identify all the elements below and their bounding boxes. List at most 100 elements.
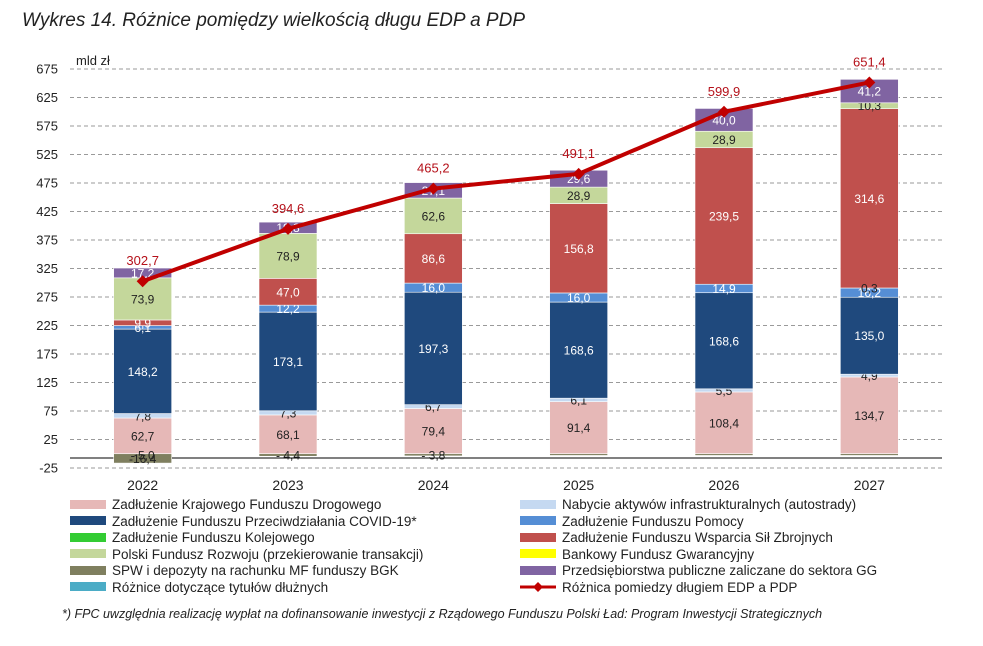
line-value-label: 491,1: [562, 146, 595, 161]
data-label: 314,6: [854, 192, 884, 206]
y-tick-label: 625: [36, 90, 58, 105]
line-point-marker: [863, 76, 876, 89]
bar-segment: [113, 328, 172, 414]
legend-swatch: [70, 499, 106, 509]
y-tick-label: 375: [36, 233, 58, 248]
legend-swatch: [520, 532, 556, 542]
y-unit-label: mld zł: [76, 53, 110, 68]
data-label: 16,0: [422, 281, 446, 295]
bar-segment: [694, 453, 754, 456]
legend-swatch: [70, 532, 106, 542]
legend-label: Przedsiębiorstwa publiczne zaliczane do …: [562, 563, 878, 578]
footnote: *) FPC uwzględnia realizację wypłat na d…: [62, 607, 823, 621]
legend-swatch: [70, 582, 106, 592]
legend-swatch: [520, 565, 556, 575]
legend-item: Bankowy Fundusz Gwarancyjny: [520, 547, 754, 563]
data-label: 0,3: [861, 281, 878, 295]
data-label: - 5,0: [131, 449, 155, 463]
legend-item: Różnica pomiedzy długiem EDP a PDP: [520, 580, 797, 596]
x-tick-label: 2022: [127, 477, 158, 493]
y-tick-label: -25: [39, 461, 58, 476]
data-label: 197,3: [418, 342, 448, 356]
legend-swatch: [70, 565, 106, 575]
data-label: 156,8: [564, 242, 594, 256]
y-tick-label: 125: [36, 375, 58, 390]
legend-label: SPW i depozyty na rachunku MF funduszy B…: [112, 563, 399, 578]
legend-swatch: [520, 549, 556, 559]
legend-item: Zadłużenie Krajowego Funduszu Drogowego: [70, 497, 381, 513]
line-value-label: 394,6: [272, 201, 305, 216]
y-tick-label: 475: [36, 176, 58, 191]
data-label: - 4,4: [276, 449, 300, 463]
data-label: 239,5: [709, 209, 739, 223]
legend-item: SPW i depozyty na rachunku MF funduszy B…: [70, 563, 399, 579]
bar-segment: [694, 391, 754, 455]
data-label: 12,2: [276, 302, 300, 316]
x-tick-label: 2025: [563, 477, 594, 493]
data-label: 108,4: [709, 416, 739, 430]
data-label: 62,7: [131, 429, 155, 443]
y-tick-label: 75: [44, 404, 58, 419]
bar-segment: [404, 453, 463, 457]
bar-segment: [258, 453, 318, 457]
legend-item: Zadłużenie Funduszu Pomocy: [520, 514, 744, 530]
line-series-edp-pdp: [141, 80, 870, 284]
bar-segment: [840, 376, 899, 455]
data-label: 168,6: [709, 334, 739, 348]
bar-segment: [258, 233, 318, 279]
data-label: 86,6: [422, 252, 446, 266]
data-label: 68,1: [276, 428, 300, 442]
bar-segment: [840, 296, 899, 375]
legend-line-swatch: [520, 581, 556, 592]
legend-item: Przedsiębiorstwa publiczne zaliczane do …: [520, 563, 877, 579]
legend-swatch: [70, 516, 106, 526]
legend-item: Różnice dotyczące tytułów dłużnych: [70, 580, 328, 596]
legend-label: Bankowy Fundusz Gwarancyjny: [562, 546, 755, 562]
data-label: 135,0: [854, 329, 884, 343]
line-value-label: 651,4: [853, 54, 886, 69]
line-value-label: 302,7: [126, 253, 159, 268]
line-point-marker: [282, 222, 294, 235]
line-point-marker: [718, 105, 730, 118]
bar-segment: [694, 292, 754, 390]
bar-segment: [113, 417, 172, 455]
line-value-label: 599,9: [708, 84, 741, 99]
legend-label: Zadłużenie Funduszu Przeciwdziałania COV…: [112, 513, 417, 529]
legend-item: Polski Fundusz Rozwoju (przekierowanie t…: [70, 547, 423, 563]
legend-swatch: [70, 549, 106, 559]
data-label: 47,0: [276, 285, 300, 299]
y-tick-label: 575: [36, 119, 58, 134]
legend-item: Zadłużenie Funduszu Przeciwdziałania COV…: [70, 514, 417, 530]
y-tick-label: 525: [36, 147, 58, 162]
y-tick-label: 325: [36, 261, 58, 276]
legend-label: Różnica pomiedzy długiem EDP a PDP: [562, 579, 798, 595]
legend-item: Zadłużenie Funduszu Wsparcia Sił Zbrojny…: [520, 530, 833, 546]
bar-segment: [404, 197, 463, 235]
bar-segment: [549, 203, 608, 294]
line-point-marker: [136, 275, 149, 288]
bar-segment: [404, 291, 463, 405]
legend-label: Zadłużenie Krajowego Funduszu Drogowego: [112, 497, 382, 512]
bar-segment: [258, 414, 318, 455]
data-label: 173,1: [273, 355, 303, 369]
legend-label: Polski Fundusz Rozwoju (przekierowanie t…: [112, 546, 424, 562]
x-tick-label: 2023: [272, 477, 303, 493]
bar-segment: [258, 311, 318, 412]
x-tick-label: 2026: [708, 477, 739, 493]
data-label: 41,2: [858, 85, 882, 99]
legend-label: Różnice dotyczące tytułów dłużnych: [112, 579, 329, 595]
data-label: 28,9: [567, 189, 591, 203]
legend-label: Zadłużenie Funduszu Wsparcia Sił Zbrojny…: [562, 530, 833, 545]
x-tick-label: 2027: [854, 477, 885, 493]
line-point-marker: [572, 167, 585, 180]
legend-label: Nabycie aktywów infrastrukturalnych (aut…: [562, 497, 857, 512]
bar-segment: [549, 301, 608, 399]
data-label: -16,4: [129, 452, 157, 466]
y-tick-label: 175: [36, 347, 58, 362]
bar-segment: [113, 453, 172, 464]
legend-label: Zadłużenie Funduszu Pomocy: [562, 513, 744, 529]
legend-item: Nabycie aktywów infrastrukturalnych (aut…: [520, 497, 856, 513]
data-label: 134,7: [854, 409, 884, 423]
data-label: 148,2: [128, 365, 158, 379]
bar-segment: [404, 233, 463, 284]
